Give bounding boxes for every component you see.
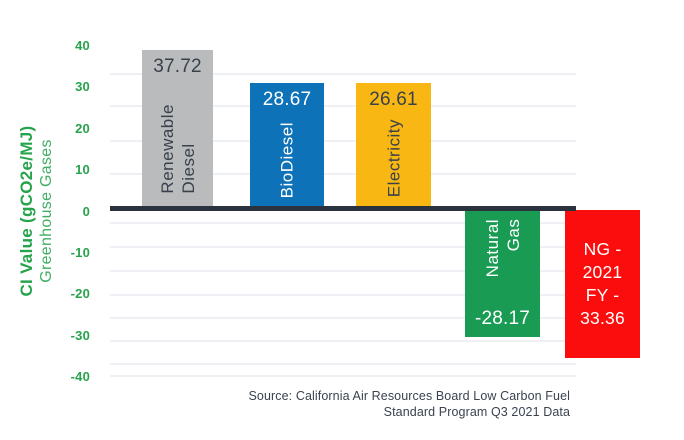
gridline — [110, 105, 576, 107]
y-tick-label: 30 — [75, 79, 90, 95]
gridline — [110, 294, 576, 296]
y-tick-label: -40 — [70, 369, 90, 384]
bar-value-label: 26.61 — [369, 89, 418, 110]
gridline — [110, 270, 576, 272]
y-tick-label: 0 — [82, 203, 90, 219]
source-note-line2: Standard Program Q3 2021 Data — [383, 405, 570, 419]
y-tick-label: -10 — [70, 244, 90, 260]
gridline — [110, 222, 576, 224]
source-note: Source: California Air Resources Board L… — [248, 388, 570, 420]
y-tick-label: 20 — [75, 120, 90, 136]
bar-category-label: Electricity — [384, 118, 403, 197]
bar-value-label: 37.72 — [153, 56, 202, 77]
bar-value-label: 28.67 — [262, 89, 312, 110]
gridline — [110, 363, 576, 365]
x-axis-zero-line — [110, 206, 576, 211]
bar-ng-2021-fy: NG - 2021 FY - 33.36 — [565, 210, 640, 358]
bar-electricity: 26.61 Electricity — [356, 83, 431, 210]
gridline — [110, 340, 576, 342]
gridline — [110, 140, 576, 142]
gridline — [110, 73, 576, 75]
gridline — [110, 375, 576, 377]
bar-biodiesel: 28.67 BioDiesel — [250, 83, 324, 210]
bar-natural-gas: Natural Gas -28.17 — [465, 211, 540, 337]
bar-category-label: Natural Gas — [482, 219, 523, 278]
bar-category-label: BioDiesel — [277, 121, 297, 198]
y-tick-label: 40 — [75, 38, 90, 53]
gridline — [110, 246, 576, 248]
gridline — [110, 317, 576, 319]
y-tick-label: -20 — [70, 286, 90, 302]
gridline — [110, 173, 576, 175]
bar-category-label: Renewable Diesel — [157, 104, 198, 194]
source-note-line1: Source: California Air Resources Board L… — [248, 389, 570, 403]
y-tick-label: 10 — [75, 162, 90, 178]
bar-value-label: -28.17 — [474, 308, 531, 329]
y-tick-label: -30 — [70, 327, 90, 343]
bar-annotation-label: NG - 2021 FY - 33.36 — [580, 239, 625, 328]
y-axis-title-primary: CI Value (gCO2e/MJ) — [17, 125, 36, 297]
bar-renewable-diesel: 37.72 Renewable Diesel — [142, 50, 213, 210]
